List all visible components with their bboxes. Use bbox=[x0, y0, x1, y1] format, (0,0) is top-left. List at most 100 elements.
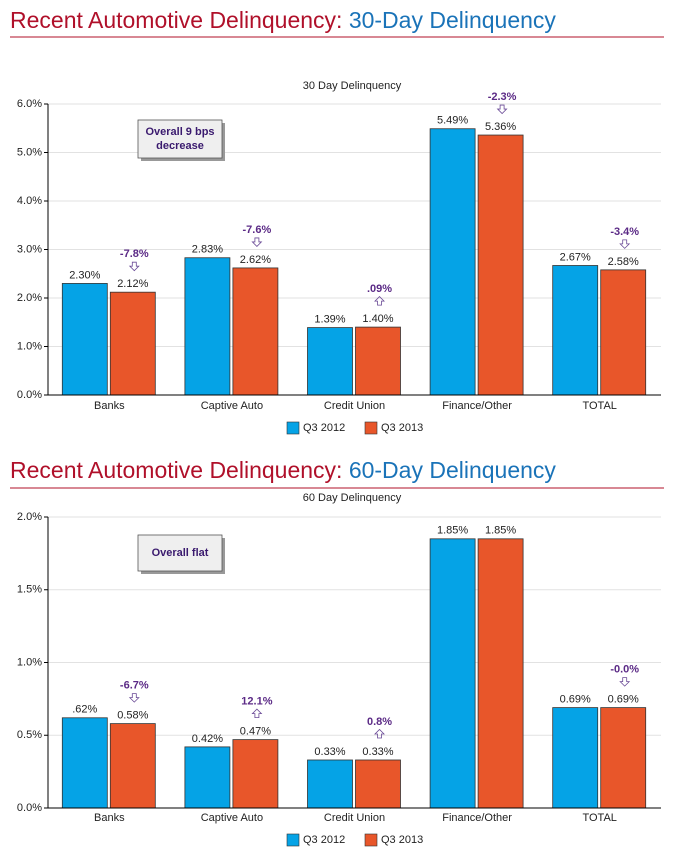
value-label: 1.85% bbox=[485, 525, 516, 537]
y-tick-label: 0.0% bbox=[17, 802, 42, 814]
x-tick-label: Finance/Other bbox=[442, 400, 512, 412]
value-label: .62% bbox=[72, 704, 97, 716]
annotation-text: Overall 9 bps bbox=[145, 126, 214, 138]
y-tick-label: 2.0% bbox=[17, 292, 42, 304]
value-label: 2.58% bbox=[608, 256, 639, 268]
change-label: 12.1% bbox=[241, 696, 272, 708]
y-tick-label: 1.0% bbox=[17, 656, 42, 668]
value-label: 1.39% bbox=[314, 313, 345, 325]
change-arrow bbox=[496, 104, 508, 115]
change-label: -3.4% bbox=[610, 226, 639, 238]
value-label: 0.47% bbox=[240, 726, 271, 738]
value-label: 0.33% bbox=[362, 746, 393, 758]
change-label: -0.0% bbox=[610, 664, 639, 676]
value-label: 0.42% bbox=[192, 733, 223, 745]
annotation-text: Overall flat bbox=[152, 547, 209, 559]
bar bbox=[477, 134, 524, 396]
section-heading: Recent Automotive Delinquency: 30-Day De… bbox=[10, 7, 556, 33]
bar bbox=[184, 746, 231, 809]
change-arrow bbox=[251, 708, 263, 719]
bar bbox=[355, 759, 401, 809]
y-tick-label: 6.0% bbox=[17, 98, 42, 110]
change-label: -7.8% bbox=[120, 248, 149, 260]
bar bbox=[307, 327, 353, 396]
bar bbox=[307, 759, 353, 809]
bar bbox=[552, 707, 599, 809]
chart-title: 60 Day Delinquency bbox=[303, 492, 402, 504]
y-tick-label: 3.0% bbox=[17, 243, 42, 255]
change-arrow bbox=[374, 296, 385, 306]
bar bbox=[600, 269, 647, 396]
bar bbox=[232, 739, 279, 809]
x-tick-label: TOTAL bbox=[582, 812, 616, 824]
chart-title: 30 Day Delinquency bbox=[303, 80, 402, 92]
legend-swatch bbox=[364, 421, 378, 435]
value-label: 0.69% bbox=[608, 694, 639, 706]
change-label: .09% bbox=[367, 283, 392, 295]
y-tick-label: 5.0% bbox=[17, 146, 42, 158]
y-tick-label: 1.5% bbox=[17, 584, 42, 596]
legend-swatch bbox=[286, 833, 300, 847]
change-arrow bbox=[251, 237, 263, 247]
x-tick-label: Banks bbox=[94, 400, 125, 412]
value-label: 5.49% bbox=[437, 115, 468, 127]
change-label: -6.7% bbox=[120, 680, 149, 692]
bar bbox=[109, 723, 156, 809]
x-tick-label: Finance/Other bbox=[442, 812, 512, 824]
heading-prefix: Recent Automotive Delinquency: bbox=[10, 457, 342, 483]
bar bbox=[600, 707, 647, 809]
bar bbox=[61, 717, 108, 809]
change-arrow bbox=[374, 728, 385, 739]
x-tick-label: Banks bbox=[94, 812, 125, 824]
value-label: 0.58% bbox=[117, 710, 148, 722]
bar bbox=[552, 265, 599, 396]
legend-label: Q3 2013 bbox=[381, 422, 423, 434]
change-label: 0.8% bbox=[367, 716, 392, 728]
change-arrow bbox=[619, 677, 631, 687]
section-heading: Recent Automotive Delinquency: 60-Day De… bbox=[10, 457, 556, 483]
legend-swatch bbox=[286, 421, 300, 435]
value-label: 2.83% bbox=[192, 244, 223, 256]
heading-prefix: Recent Automotive Delinquency: bbox=[10, 7, 342, 33]
x-tick-label: Captive Auto bbox=[201, 400, 263, 412]
value-label: 2.62% bbox=[240, 254, 271, 266]
x-tick-label: Credit Union bbox=[324, 812, 385, 824]
value-label: 5.36% bbox=[485, 121, 516, 133]
value-label: 0.33% bbox=[314, 746, 345, 758]
value-label: 1.40% bbox=[362, 313, 393, 325]
heading-highlight: 30-Day Delinquency bbox=[349, 7, 557, 33]
value-label: 2.30% bbox=[69, 269, 100, 281]
bar bbox=[477, 538, 524, 809]
annotation-box bbox=[137, 119, 223, 159]
annotation-text: decrease bbox=[156, 140, 204, 152]
y-tick-label: 1.0% bbox=[17, 340, 42, 352]
bar bbox=[232, 267, 279, 396]
bar bbox=[61, 283, 108, 396]
change-arrow bbox=[619, 239, 631, 249]
legend-label: Q3 2012 bbox=[303, 422, 345, 434]
x-tick-label: Captive Auto bbox=[201, 812, 263, 824]
bar bbox=[355, 326, 401, 396]
y-tick-label: 0.5% bbox=[17, 729, 42, 741]
y-tick-label: 2.0% bbox=[17, 511, 42, 523]
change-arrow bbox=[128, 261, 140, 272]
y-tick-label: 0.0% bbox=[17, 389, 42, 401]
annotation-box bbox=[137, 534, 223, 572]
change-label: -7.6% bbox=[243, 224, 272, 236]
change-arrow bbox=[128, 693, 140, 703]
heading-highlight: 60-Day Delinquency bbox=[349, 457, 557, 483]
y-tick-label: 4.0% bbox=[17, 195, 42, 207]
value-label: 1.85% bbox=[437, 525, 468, 537]
legend-label: Q3 2012 bbox=[303, 834, 345, 846]
value-label: 2.12% bbox=[117, 278, 148, 290]
bar bbox=[109, 291, 156, 396]
bar bbox=[429, 128, 476, 396]
value-label: 0.69% bbox=[560, 694, 591, 706]
x-tick-label: TOTAL bbox=[582, 400, 616, 412]
bar bbox=[429, 538, 476, 809]
change-label: -2.3% bbox=[488, 91, 517, 103]
x-tick-label: Credit Union bbox=[324, 400, 385, 412]
bar bbox=[184, 257, 231, 396]
legend-label: Q3 2013 bbox=[381, 834, 423, 846]
